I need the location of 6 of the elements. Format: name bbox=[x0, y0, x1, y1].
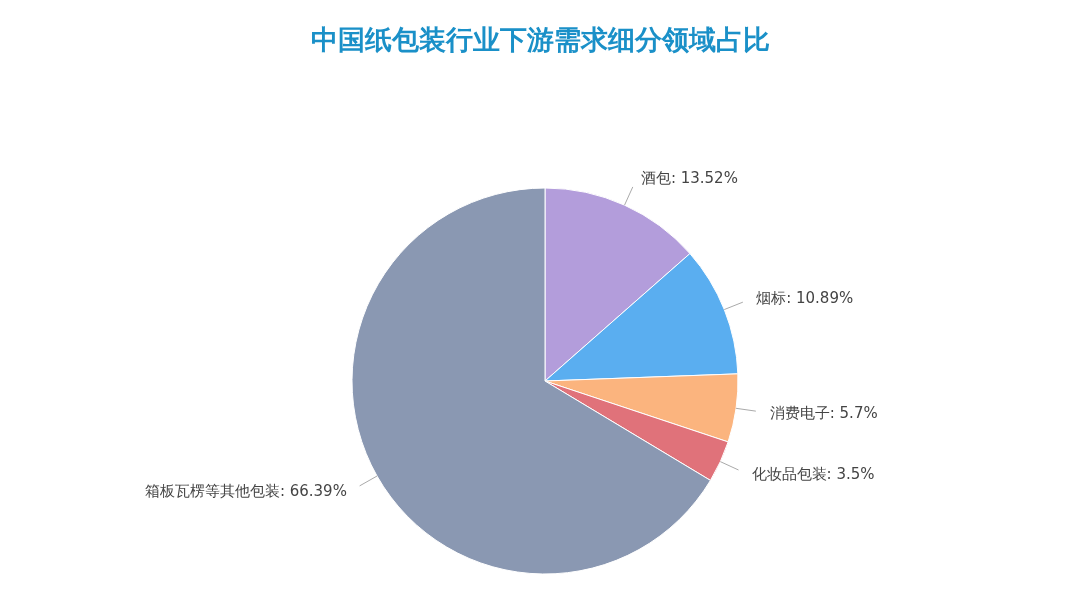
slice-label: 化妆品包装: 3.5% bbox=[751, 465, 875, 484]
chart-title: 中国纸包装行业下游需求细分领域占比 bbox=[309, 23, 771, 57]
slice-label: 酒包: 13.52% bbox=[640, 168, 738, 187]
slice-label: 箱板瓦楞等其他包装: 66.39% bbox=[144, 481, 347, 500]
slice-label: 消费电子: 5.7% bbox=[769, 403, 878, 422]
slice-label: 烟标: 10.89% bbox=[756, 289, 854, 308]
